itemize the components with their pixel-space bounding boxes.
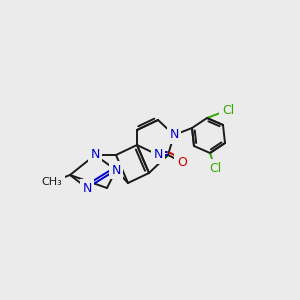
Text: N: N [169, 128, 179, 142]
Text: N: N [111, 164, 121, 176]
Text: Cl: Cl [222, 103, 234, 116]
Text: O: O [177, 155, 187, 169]
Text: N: N [153, 148, 163, 161]
Text: CH₃: CH₃ [42, 177, 62, 187]
Text: N: N [82, 182, 92, 194]
Text: Cl: Cl [209, 161, 221, 175]
Text: N: N [90, 148, 100, 161]
